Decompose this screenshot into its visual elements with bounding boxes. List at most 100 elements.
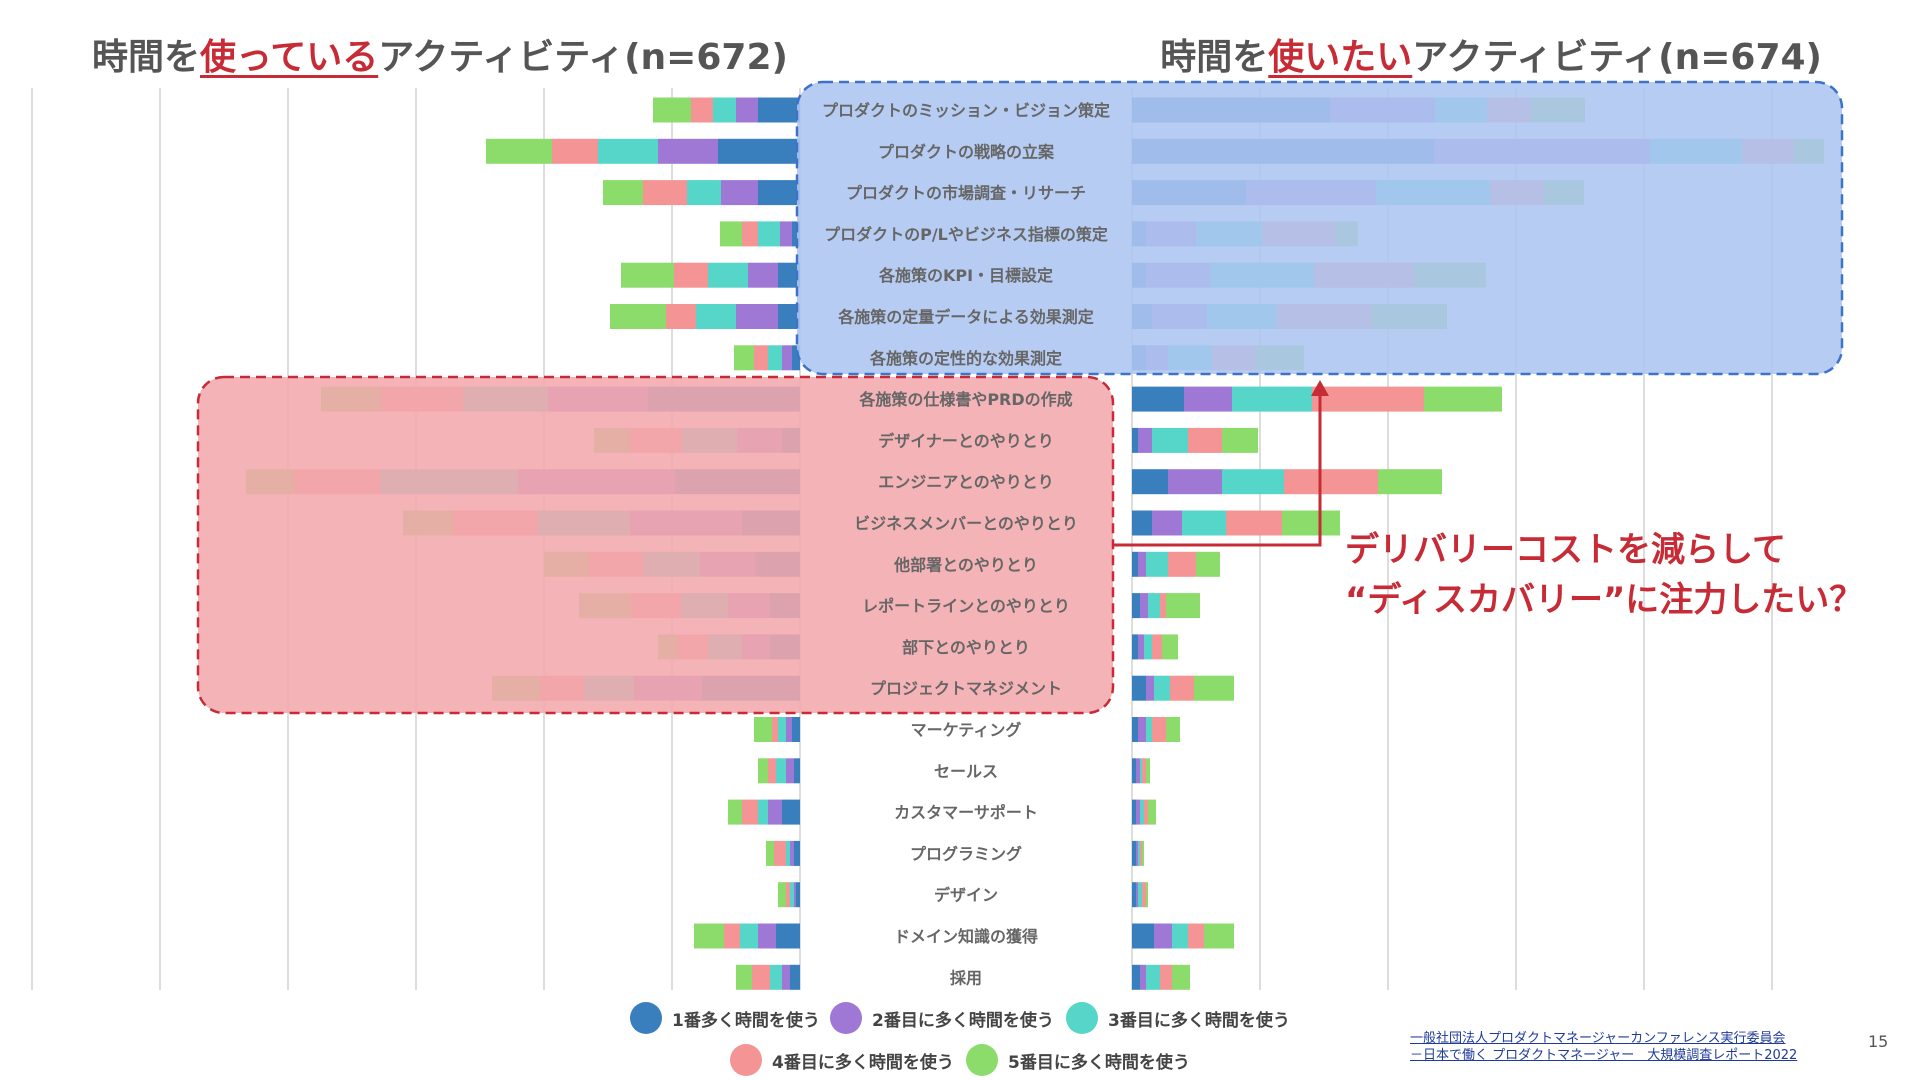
category-label: 他部署とのやりとり	[893, 555, 1038, 574]
right-bar-segment	[1160, 964, 1172, 990]
right-bar-segment	[1148, 799, 1156, 825]
annotation-line-2: “ディスカバリー”に注力したい？	[1345, 580, 1864, 620]
left-bar-segment	[718, 138, 800, 164]
right-bar-segment	[1138, 717, 1146, 742]
right-bar-segment	[1162, 634, 1178, 660]
annotation-arrow-head	[1311, 380, 1329, 396]
right-bar-segment	[1146, 675, 1154, 701]
right-bar-segment	[1166, 593, 1200, 619]
left-bar-segment	[792, 221, 800, 247]
right-bar-segment	[1138, 840, 1140, 866]
left-bar-segment	[721, 180, 758, 206]
left-bar-segment	[754, 345, 768, 371]
left-bar-segment	[687, 180, 721, 206]
left-bar-segment	[778, 262, 800, 288]
left-bar-segment	[792, 717, 800, 742]
left-bar-segment	[766, 840, 774, 866]
left-bar-segment	[666, 304, 696, 329]
right-bar-segment	[1146, 551, 1168, 577]
left-bar-segment	[778, 882, 786, 908]
right-bar-segment	[1196, 551, 1220, 577]
right-bar-segment	[1188, 427, 1222, 453]
right-bar-segment	[1132, 551, 1138, 577]
left-bar-segment	[768, 345, 782, 371]
category-label: レポートラインとのやりとり	[862, 597, 1070, 616]
left-bar-segment	[782, 799, 800, 825]
left-bar-segment	[786, 882, 790, 908]
left-bar-segment	[720, 221, 742, 247]
left-bar-segment	[486, 138, 552, 164]
left-bar-segment	[794, 840, 800, 866]
left-bar-segment	[790, 840, 794, 866]
right-bar-segment	[1132, 675, 1146, 701]
left-bar-segment	[724, 923, 740, 949]
left-bar-segment	[794, 758, 800, 784]
right-bar-segment	[1142, 840, 1144, 866]
category-label: 採用	[950, 968, 982, 987]
category-label: プロダクトの市場調査・リサーチ	[846, 184, 1086, 203]
right-bar-segment	[1170, 675, 1194, 701]
right-bar-segment	[1146, 882, 1148, 908]
source-line-2[interactable]: －日本で働く プロダクトマネージャー 大規模調査レポート2022	[1410, 1048, 1798, 1063]
left-bar-segment	[758, 923, 776, 949]
left-bar-segment	[778, 717, 786, 742]
right-bar-segment	[1160, 593, 1166, 619]
left-bar-segment	[728, 799, 742, 825]
left-bar-segment	[792, 345, 800, 371]
source-line-1[interactable]: 一般社団法人プロダクトマネージャーカンファレンス実行委員会	[1410, 1031, 1786, 1046]
legend-label: 1番多く時間を使う	[672, 1010, 820, 1031]
right-bar-segment	[1132, 923, 1154, 949]
left-bar-segment	[758, 180, 800, 206]
right-bar-segment	[1136, 758, 1140, 784]
category-label: デザイナーとのやりとり	[878, 431, 1054, 450]
right-bar-segment	[1136, 882, 1138, 908]
left-title-emphasis: 使っている	[200, 37, 379, 78]
left-bar-segment	[603, 180, 643, 206]
legend-item-3: 3番目に多く時間を使う	[1066, 1002, 1290, 1034]
legend-dot-icon	[630, 1002, 662, 1034]
right-bar-segment	[1152, 717, 1166, 742]
category-label: マーケティング	[911, 721, 1022, 740]
left-bar-segment	[643, 180, 687, 206]
right-bar-segment	[1226, 510, 1282, 536]
right-bar-segment	[1132, 799, 1136, 825]
right-bar-segment	[1312, 386, 1424, 412]
left-bar-segment	[736, 97, 758, 123]
right-bar-segment	[1144, 799, 1148, 825]
annotation-line-1: デリバリーコストを減らして	[1345, 530, 1786, 570]
right-bar-segment	[1132, 634, 1138, 660]
annotation-arrow	[1113, 393, 1322, 547]
right-bar-segment	[1146, 758, 1150, 784]
left-bar-segment	[754, 717, 772, 742]
category-label: デザイン	[934, 886, 998, 905]
right-bar-segment	[1144, 634, 1152, 660]
left-bar-segment	[653, 97, 691, 123]
right-bar-segment	[1132, 427, 1138, 453]
right-bar-segment	[1152, 634, 1162, 660]
right-chart-title: 時間を使いたいアクティビティ(n=674)	[1160, 28, 1822, 80]
right-title-prefix: 時間を	[1160, 37, 1269, 78]
left-bar-segment	[621, 262, 674, 288]
category-label: エンジニアとのやりとり	[878, 473, 1054, 492]
left-bar-segment	[786, 758, 794, 784]
right-bar-segment	[1166, 717, 1180, 742]
left-bar-segment	[691, 97, 713, 123]
legend-label: 3番目に多く時間を使う	[1108, 1010, 1290, 1031]
left-bar-segment	[740, 923, 758, 949]
right-bar-segment	[1172, 964, 1190, 990]
source-credit[interactable]: 一般社団法人プロダクトマネージャーカンファレンス実行委員会 －日本で働く プロダ…	[1410, 1030, 1797, 1064]
left-bar-segment	[786, 717, 792, 742]
right-bar-segment	[1232, 386, 1312, 412]
right-bar-segment	[1138, 427, 1152, 453]
legend-item-2: 2番目に多く時間を使う	[830, 1002, 1054, 1034]
annotation-text: デリバリーコストを減らして “ディスカバリー”に注力したい？	[1345, 525, 1863, 625]
right-bar-segment	[1284, 469, 1378, 495]
left-bar-segment	[790, 882, 794, 908]
right-bar-segment	[1168, 469, 1222, 495]
right-bar-segment	[1146, 717, 1152, 742]
category-labels: プロダクトのミッション・ビジョン策定プロダクトの戦略の立案プロダクトの市場調査・…	[822, 101, 1110, 987]
category-label: プロダクトのミッション・ビジョン策定	[822, 101, 1110, 120]
left-bar-segment	[782, 345, 792, 371]
left-bar-segment	[782, 964, 790, 990]
left-bar-segment	[776, 758, 786, 784]
